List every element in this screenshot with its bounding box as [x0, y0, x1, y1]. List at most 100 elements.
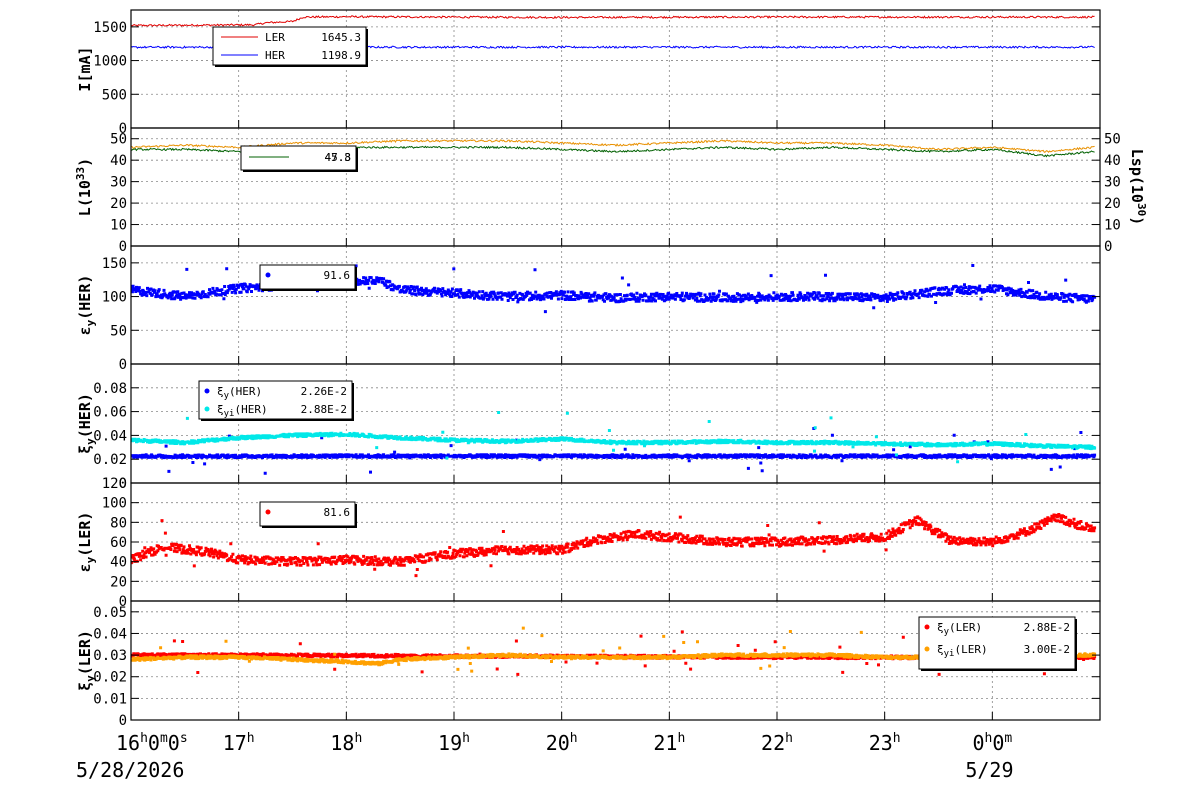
series-line [131, 139, 1095, 153]
y-tick-label: 60 [110, 535, 127, 551]
y-axis-label: I[mA] [76, 46, 94, 91]
y-tick-label: 0 [119, 357, 127, 373]
series-line [131, 15, 1095, 27]
series-2 [131, 411, 1097, 464]
y-tick-label: 150 [102, 256, 127, 272]
x-tick-label: 23h [869, 731, 901, 755]
x-tick-label: 18h [330, 731, 362, 755]
legend-series-name: ξy(LER) [937, 621, 982, 637]
legend: ξy(LER) 2.88E-2 ξyi(LER) 3.00E-2 [918, 616, 1077, 671]
series-points [131, 626, 1097, 673]
y-tick-label: 120 [102, 476, 127, 492]
y-axis-label: L(1033) [74, 158, 94, 216]
legend-swatch [265, 509, 271, 515]
legend: ξy(HER) 2.26E-2 ξyi(HER) 2.88E-2 [198, 380, 354, 421]
series-1 [131, 15, 1095, 27]
y-tick-label: 0.02 [93, 670, 127, 686]
y-axis-label: εy(HER) [76, 275, 97, 336]
y-tick-label: 1500 [93, 20, 127, 36]
legend-series-value: 1645.3 [321, 31, 361, 44]
legend-series-name: ξyi(HER) [217, 403, 268, 419]
y-tick-label: 0 [119, 713, 127, 729]
plot-frame [130, 245, 1101, 365]
x-date-label: 5/28/2026 [76, 758, 184, 782]
y-tick-label: 1000 [93, 54, 127, 70]
legend-swatch [265, 272, 271, 278]
legend-series-value: 47.3 [325, 151, 352, 164]
y-tick-label: 0.05 [93, 605, 127, 621]
y-tick-label: 30 [110, 175, 127, 191]
legend-series-value: 1198.9 [321, 49, 361, 62]
series-2 [131, 626, 1097, 673]
y-tick-label: 40 [110, 153, 127, 169]
x-tick-label: 20h [546, 731, 578, 755]
x-tick-label: 16h0m0s [116, 731, 188, 755]
x-tick-label: 22h [761, 731, 793, 755]
panel-1: 0 500 1000 1500 I[mA] LER 1645.3 HER 1198.9 [76, 9, 1101, 137]
panel-6: 0 0.01 0.02 0.03 0.04 0.05 ξy(LER) ξy(LER) 2.88E… [76, 600, 1101, 729]
legend-series-value: 3.00E-2 [1024, 643, 1070, 656]
y-tick-label: 0 [119, 239, 127, 255]
y-tick-label: 0.06 [93, 405, 127, 421]
legend-swatch [204, 388, 210, 394]
y-tick-label: 10 [110, 218, 127, 234]
y2-axis-label: Lsp(1030) [1128, 149, 1148, 225]
legend-series-name: HER [265, 49, 285, 62]
y-tick-label: 0.04 [93, 626, 127, 642]
legend-series-value: 45.8 [325, 151, 352, 164]
y-tick-label: 0.02 [93, 452, 127, 468]
series-points [131, 411, 1097, 464]
y-axis-label: ξy(HER) [76, 393, 97, 454]
legend-swatch [204, 406, 210, 412]
legend-series-value: 91.6 [324, 269, 351, 282]
y2-tick-label: 30 [1104, 175, 1121, 191]
y-tick-label: 0 [119, 594, 127, 610]
legend-series-value: 2.26E-2 [301, 385, 347, 398]
x-date-label: 5/29 [965, 758, 1013, 782]
legend: 45.847.3 [240, 145, 358, 172]
series-1 [131, 513, 1097, 578]
y-tick-label: 50 [110, 323, 127, 339]
legend-series-name: LER [265, 31, 285, 44]
y-axis-label: ξy(LER) [76, 630, 97, 691]
legend-series-name: ξyi(LER) [937, 643, 988, 659]
x-tick-label: 19h [438, 731, 470, 755]
series-1 [131, 264, 1097, 314]
y2-tick-label: 40 [1104, 153, 1121, 169]
legend-series-value: 2.88E-2 [1024, 621, 1070, 634]
y-tick-label: 20 [110, 574, 127, 590]
series-points [131, 513, 1097, 578]
y-tick-label: 20 [110, 196, 127, 212]
y-tick-label: 0.08 [93, 381, 127, 397]
y-tick-label: 0 [119, 476, 127, 492]
y-tick-label: 50 [110, 132, 127, 148]
y-tick-label: 0.01 [93, 691, 127, 707]
y-tick-label: 0.04 [93, 428, 127, 444]
y2-tick-label: 0 [1104, 239, 1112, 255]
series-points [131, 264, 1097, 314]
panel-3: 0 50 100 150 εy(HER) 91.6 [76, 245, 1101, 373]
grid-lines [131, 246, 1100, 364]
x-tick-label: 0h0m [972, 731, 1012, 755]
legend-series-value: 81.6 [324, 506, 351, 519]
x-tick-label: 17h [223, 731, 255, 755]
y-tick-label: 80 [110, 515, 127, 531]
series-1 [131, 139, 1095, 153]
legend-swatch [924, 646, 930, 652]
y-tick-label: 100 [102, 290, 127, 306]
y-tick-label: 0 [119, 121, 127, 137]
y-tick-label: 100 [102, 496, 127, 512]
y-axis-label: εy(LER) [76, 512, 97, 573]
y2-tick-label: 20 [1104, 196, 1121, 212]
y-tick-label: 40 [110, 555, 127, 571]
legend-series-name: ξy(HER) [217, 385, 262, 401]
x-axis: 16h0m0s 17h 18h 19h 20h 21h 22h 23h 0h0m 5/28/202… [76, 731, 1014, 782]
legend: 91.6 [259, 264, 357, 291]
legend: LER 1645.3 HER 1198.9 [212, 26, 368, 67]
y2-tick-label: 10 [1104, 218, 1121, 234]
plot-frame [130, 600, 1101, 721]
legend-swatch [924, 624, 930, 630]
y-tick-label: 500 [102, 87, 127, 103]
panel-5: 0 20 40 60 80 100 120 εy(LER) 81.6 [76, 476, 1101, 610]
